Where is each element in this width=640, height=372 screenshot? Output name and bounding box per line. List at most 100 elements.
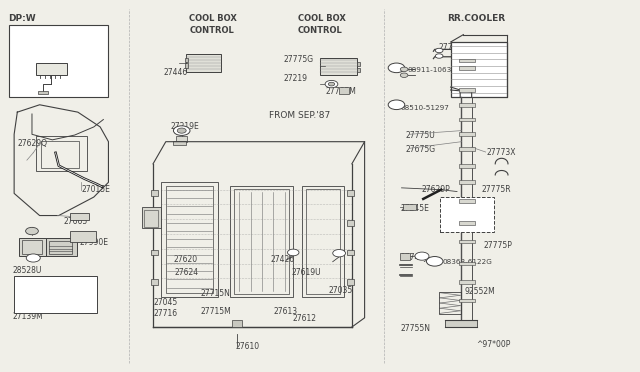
Bar — [348, 250, 354, 256]
Text: COOL BOX: COOL BOX — [298, 13, 346, 22]
Text: DP:W: DP:W — [8, 13, 35, 22]
Text: 27629Q: 27629Q — [17, 139, 47, 148]
Bar — [459, 132, 476, 136]
Text: 27045: 27045 — [153, 298, 177, 307]
Bar — [440, 197, 494, 232]
Bar — [186, 54, 221, 71]
Bar — [459, 103, 476, 107]
Text: 08363-6122G: 08363-6122G — [443, 259, 493, 265]
Circle shape — [435, 48, 443, 53]
Text: 27629P: 27629P — [422, 185, 451, 194]
Text: 27775U: 27775U — [405, 131, 435, 140]
Bar — [438, 292, 461, 314]
Bar — [459, 118, 476, 121]
Text: 92552M: 92552M — [464, 288, 495, 296]
Bar — [9, 25, 108, 97]
Text: S: S — [394, 102, 399, 108]
Bar — [459, 88, 476, 92]
Text: 27219: 27219 — [284, 74, 308, 83]
Bar — [234, 189, 289, 294]
Text: 27665: 27665 — [64, 217, 88, 225]
Bar — [46, 238, 77, 256]
Text: CONTROL: CONTROL — [298, 26, 342, 35]
Text: 27775P: 27775P — [483, 241, 512, 250]
Circle shape — [325, 80, 338, 88]
Bar — [173, 141, 186, 145]
Circle shape — [426, 257, 443, 266]
Circle shape — [328, 82, 335, 86]
Bar — [151, 190, 157, 196]
Bar — [161, 182, 218, 297]
Circle shape — [400, 73, 408, 77]
Circle shape — [415, 252, 429, 260]
Bar — [19, 238, 46, 256]
Text: 27139M: 27139M — [12, 312, 43, 321]
Bar — [151, 220, 157, 226]
Bar — [357, 62, 360, 65]
Text: ^97*00P: ^97*00P — [476, 340, 511, 349]
Bar — [403, 205, 415, 210]
Text: 27613: 27613 — [273, 307, 298, 316]
Bar — [459, 299, 476, 302]
Bar — [232, 320, 242, 327]
Circle shape — [400, 67, 408, 71]
Text: 08911-10637: 08911-10637 — [408, 67, 457, 73]
Circle shape — [388, 100, 404, 110]
Bar — [36, 63, 67, 75]
Text: 66500: 66500 — [56, 283, 80, 292]
Bar — [38, 91, 48, 94]
Bar — [459, 147, 476, 151]
Bar — [459, 221, 476, 225]
Text: 27619U: 27619U — [291, 268, 321, 277]
Bar — [357, 68, 360, 71]
Bar — [185, 63, 188, 68]
Bar — [320, 58, 357, 75]
Bar — [230, 186, 293, 297]
Text: 27612: 27612 — [292, 314, 317, 323]
Text: 28528U: 28528U — [12, 266, 42, 275]
Text: 27755N: 27755N — [474, 51, 504, 60]
Circle shape — [173, 126, 190, 135]
Circle shape — [26, 254, 40, 262]
Bar — [459, 180, 476, 184]
Text: 27015E: 27015E — [81, 185, 110, 194]
Bar — [348, 190, 354, 196]
Bar — [185, 58, 188, 62]
Text: 27775V: 27775V — [451, 213, 481, 222]
Bar — [459, 199, 476, 203]
Text: 27715M: 27715M — [201, 307, 232, 316]
Circle shape — [435, 54, 443, 58]
Bar — [348, 220, 354, 226]
Text: 27675G: 27675G — [405, 145, 435, 154]
Text: 27755N: 27755N — [400, 324, 430, 333]
Circle shape — [287, 249, 299, 256]
Circle shape — [333, 250, 346, 257]
Bar — [176, 136, 188, 142]
Bar — [141, 207, 161, 228]
Text: 27426: 27426 — [271, 255, 295, 264]
Bar — [400, 253, 410, 260]
Bar — [348, 279, 354, 285]
Bar — [70, 231, 96, 242]
Text: 08510-51297: 08510-51297 — [400, 105, 449, 111]
Bar — [445, 320, 477, 327]
Text: 27610: 27610 — [236, 342, 260, 351]
Circle shape — [388, 63, 404, 73]
Text: 27035: 27035 — [328, 286, 353, 295]
Bar — [22, 240, 42, 254]
Text: FROM SEP.'87: FROM SEP.'87 — [269, 111, 330, 121]
Text: 27773X: 27773X — [487, 148, 516, 157]
Text: 27765M: 27765M — [325, 87, 356, 96]
Bar — [41, 141, 79, 168]
Text: 27716: 27716 — [153, 309, 177, 318]
Bar — [339, 87, 349, 94]
Bar — [459, 59, 476, 62]
Bar — [302, 186, 344, 297]
Bar — [459, 164, 476, 167]
Bar — [459, 280, 476, 284]
Bar — [459, 262, 476, 265]
Circle shape — [26, 227, 38, 235]
Bar — [306, 189, 340, 294]
Text: N: N — [394, 65, 399, 71]
Bar — [151, 279, 157, 285]
